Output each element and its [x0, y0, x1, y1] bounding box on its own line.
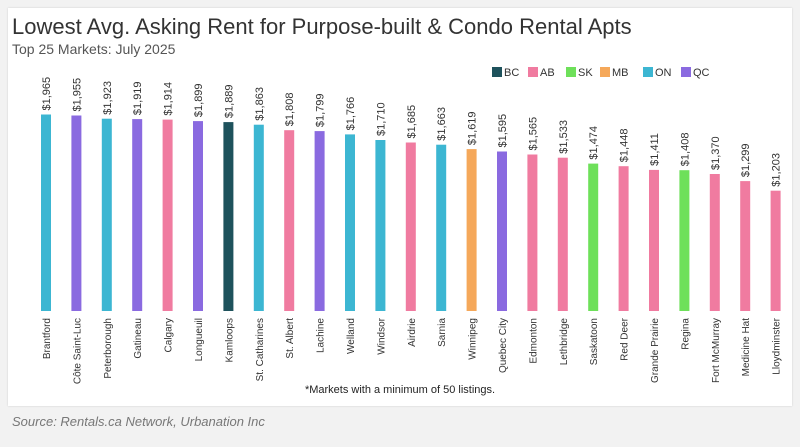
- legend-label-ab: AB: [540, 67, 555, 79]
- bar-medicine-hat: [740, 181, 751, 311]
- value-labels-group: $1,965 $1,955 $1,923 $1,919 $1,914 $1,899 $1,8…: [41, 77, 783, 187]
- x-tick-label-winnipeg: Winnipeg: [468, 318, 479, 360]
- x-tick-label-medicine-hat: Medicine Hat: [741, 318, 752, 377]
- value-label-medicine-hat: $1,299: [740, 143, 752, 177]
- legend-swatch-mb: [600, 67, 610, 77]
- legend: BC AB SK MB ON QC: [492, 67, 710, 79]
- value-label-lachine: $1,799: [315, 93, 327, 127]
- x-tick-label-grande-prairie: Grande Prairie: [650, 318, 661, 383]
- x-tick-label-peterborough: Peterborough: [103, 318, 114, 379]
- x-tick-label-windsor: Windsor: [376, 317, 387, 354]
- x-tick-label-welland: Welland: [346, 318, 357, 354]
- x-tick-label-st-albert: St. Albert: [285, 318, 296, 359]
- bar-brantford: [41, 114, 51, 311]
- x-tick-label-edmonton: Edmonton: [528, 318, 539, 364]
- value-label-brantford: $1,965: [41, 77, 53, 111]
- bar-gatineau: [132, 119, 143, 311]
- footnote: *Markets with a minimum of 50 listings.: [304, 384, 496, 396]
- legend-swatch-sk: [566, 67, 576, 77]
- bar-grande-prairie: [649, 169, 659, 311]
- value-label-welland: $1,766: [345, 97, 357, 131]
- x-tick-label-red-deer: Red Deer: [620, 317, 631, 360]
- legend-label-bc: BC: [504, 67, 519, 79]
- value-label-lethbridge: $1,533: [558, 120, 570, 154]
- value-label-gatineau: $1,919: [132, 81, 144, 115]
- x-tick-label-calgary: Calgary: [164, 318, 175, 352]
- bar-calgary: [162, 119, 173, 311]
- legend-label-sk: SK: [578, 67, 593, 79]
- bar-welland: [345, 134, 355, 311]
- value-label-edmonton: $1,565: [527, 117, 539, 151]
- x-tick-labels-group: Brantford Côte Saint-Luc Peterborough Gatin…: [42, 317, 783, 384]
- value-label-kamloops: $1,889: [223, 84, 235, 118]
- bar-edmonton: [527, 154, 538, 311]
- legend-swatch-bc: [492, 67, 502, 77]
- x-tick-label-sarnia: Sarnia: [437, 318, 448, 347]
- x-tick-label-lethbridge: Lethbridge: [559, 318, 570, 366]
- chart-title: Lowest Avg. Asking Rent for Purpose-buil…: [12, 14, 632, 39]
- x-tick-label-airdrie: Airdrie: [407, 318, 418, 347]
- x-tick-label-lloydminster: Lloydminster: [772, 317, 783, 374]
- value-label-winnipeg: $1,619: [467, 111, 479, 145]
- x-tick-label-saskatoon: Saskatoon: [589, 318, 600, 365]
- value-label-st-catharines: $1,863: [254, 87, 266, 121]
- value-label-st-albert: $1,808: [284, 93, 296, 127]
- x-tick-label-gatineau: Gatineau: [133, 318, 144, 359]
- value-label-fort-mcmurray: $1,370: [710, 136, 722, 170]
- bar-st-albert: [284, 130, 295, 311]
- value-label-windsor: $1,710: [375, 102, 387, 136]
- bar-lloydminster: [770, 190, 781, 311]
- bar-winnipeg: [466, 149, 477, 311]
- value-label-airdrie: $1,685: [406, 105, 418, 139]
- bar-kamloops: [223, 122, 234, 311]
- legend-swatch-ab: [528, 67, 538, 77]
- value-label-peterborough: $1,923: [102, 81, 114, 115]
- bar-quebec-city: [497, 151, 507, 311]
- source-credit: Source: Rentals.ca Network, Urbanation I…: [12, 414, 265, 429]
- x-tick-label-fort-mcmurray: Fort McMurray: [711, 318, 722, 383]
- legend-swatch-on: [643, 67, 653, 77]
- bar-airdrie: [405, 142, 416, 311]
- value-label-grande-prairie: $1,411: [649, 133, 661, 166]
- x-tick-label-regina: Regina: [680, 318, 691, 350]
- legend-swatch-qc: [681, 67, 691, 77]
- x-tick-label-cote-saint-luc: Côte Saint-Luc: [72, 318, 83, 384]
- bar-longueuil: [193, 121, 203, 311]
- value-label-cote-saint-luc: $1,955: [71, 78, 83, 112]
- bar-cote-saint-luc: [71, 115, 82, 311]
- value-label-regina: $1,408: [679, 133, 691, 167]
- bar-red-deer: [618, 166, 629, 311]
- bar-sarnia: [436, 144, 447, 311]
- value-label-saskatoon: $1,474: [588, 126, 600, 160]
- legend-label-qc: QC: [693, 67, 710, 79]
- x-tick-label-brantford: Brantford: [42, 318, 53, 359]
- bar-peterborough: [101, 118, 112, 311]
- bar-windsor: [375, 140, 386, 311]
- x-tick-label-quebec-city: Quebec City: [498, 318, 509, 373]
- bar-saskatoon: [588, 163, 599, 311]
- bar-fort-mcmurray: [709, 174, 720, 311]
- x-tick-label-st-catharines: St. Catharines: [255, 318, 266, 381]
- x-tick-label-longueuil: Longueuil: [194, 318, 205, 361]
- value-label-sarnia: $1,663: [436, 107, 448, 141]
- legend-label-on: ON: [655, 67, 672, 79]
- x-tick-label-kamloops: Kamloops: [224, 318, 235, 362]
- bar-lachine: [314, 131, 325, 311]
- bars-group: [41, 114, 781, 311]
- legend-label-mb: MB: [612, 67, 629, 79]
- value-label-calgary: $1,914: [163, 82, 175, 116]
- bar-regina: [679, 170, 690, 311]
- chart-subtitle: Top 25 Markets: July 2025: [12, 41, 176, 57]
- x-tick-label-lachine: Lachine: [316, 318, 327, 353]
- bar-st-catharines: [253, 124, 264, 311]
- value-label-red-deer: $1,448: [619, 129, 631, 163]
- bar-lethbridge: [557, 157, 568, 311]
- value-label-lloydminster: $1,203: [771, 153, 783, 187]
- value-label-quebec-city: $1,595: [497, 114, 509, 148]
- value-label-longueuil: $1,899: [193, 83, 205, 117]
